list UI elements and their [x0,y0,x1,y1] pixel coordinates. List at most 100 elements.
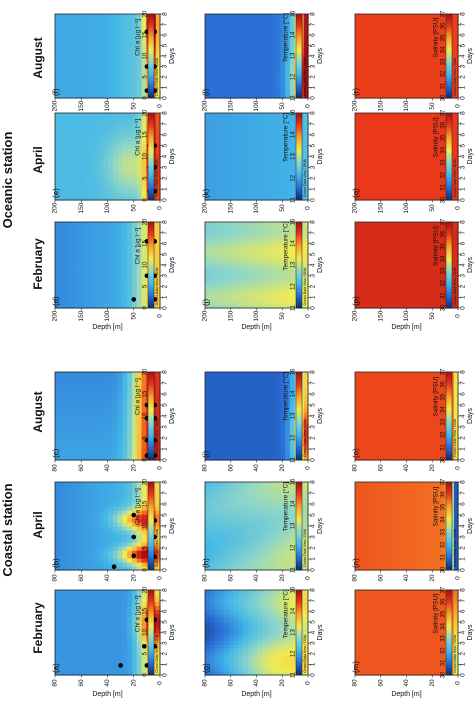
heatmap-cell [121,128,128,134]
heatmap-cell [121,94,128,99]
heatmap-cell [88,624,94,630]
heatmap-cell [233,276,239,282]
heatmap-cell [256,400,262,405]
heatmap-cell [78,25,85,30]
heatmap-cell [102,546,109,551]
heatmap-cell [126,530,132,535]
heatmap-cell [74,14,80,19]
heatmap-cell [78,632,85,637]
heatmap-cell [247,276,253,282]
heatmap-cell [256,534,262,539]
heatmap-cell [219,605,225,610]
heatmap-cell [102,436,109,441]
heatmap-cell [265,292,272,297]
heatmap-cell [155,188,161,193]
heatmap-cell [78,655,85,661]
heatmap-cell [64,116,70,122]
heatmap-cell [117,534,123,539]
heatmap-cell [209,432,215,437]
heatmap-cell [261,593,267,599]
heatmap-cell [242,268,248,274]
heatmap-cell [131,52,137,57]
heatmap-cell [140,593,147,599]
heatmap-cell [83,562,90,567]
heatmap-cell [270,663,276,668]
heatmap-cell [112,59,118,65]
heatmap-cell [155,120,161,126]
heatmap-cell [289,593,295,599]
heatmap-cell [275,300,281,305]
heatmap-cell [209,424,215,429]
heatmap-cell [237,376,244,381]
heatmap-cell [121,148,128,154]
heatmap-cell [289,620,295,626]
heatmap-cell [83,272,90,278]
heatmap-cell [74,601,80,607]
heatmap-cell [102,237,109,243]
heatmap-cell [121,25,128,30]
heatmap-cell [219,296,225,301]
heatmap-cell [265,486,272,491]
heatmap-cell [117,265,123,270]
heatmap-cell [59,29,66,34]
heatmap-cell [93,538,99,543]
heatmap-cell [140,222,147,227]
heatmap-cell [265,440,272,445]
heatmap-cell [78,424,85,429]
heatmap-cell [136,257,142,262]
heatmap-cell [78,188,85,193]
heatmap-cell [74,86,80,91]
heatmap-cell [107,420,113,425]
month-label-oceanic-april: April [31,146,45,173]
day-tick-label: 7 [162,598,169,602]
heatmap-cell [214,546,220,551]
heatmap-cell [117,597,123,603]
heatmap-cell [136,671,142,676]
heatmap-cell [59,534,66,539]
heatmap-cell [97,265,104,270]
heatmap-cell [69,388,75,393]
heatmap-cell [251,396,258,401]
heatmap-cell [78,67,85,72]
heatmap-cell [121,593,128,599]
heatmap-cell [126,71,132,76]
heatmap-cell [102,538,109,543]
heatmap-cell [83,510,90,515]
month-label-oceanic-august: August [31,37,45,78]
heatmap-cell [74,486,80,491]
heatmap-cell [55,56,61,61]
heatmap-cell [121,229,128,235]
heatmap-cell [140,288,147,293]
heatmap-cell [69,164,75,169]
heatmap-cell [237,663,244,668]
heatmap-cell [55,490,61,495]
heatmap-cell [88,94,94,99]
heatmap-cell [242,420,248,425]
heatmap-cell [74,148,80,154]
heatmap-cell [83,249,90,254]
heatmap-cell [126,428,132,433]
heatmap-cell [233,420,239,425]
heatmap-cell [88,506,94,511]
heatmap-cell [102,196,109,201]
colorbar-tick-label: 20 [143,478,149,485]
heatmap-cell [112,647,118,653]
credit-label: Ocean Data View / DIVA [303,528,307,567]
panel-h: 012345678Days020406080(h)1614131211Tempe… [202,478,324,582]
heatmap-cell [275,400,281,405]
heatmap-cell [136,376,142,381]
heatmap-cell [112,659,118,665]
heatmap-cell [117,436,123,441]
heatmap-cell [265,376,272,381]
heatmap-cell [78,416,85,421]
heatmap-cell [136,52,142,57]
heatmap-cell [121,597,128,603]
heatmap-cell [59,56,66,61]
heatmap-cell [88,172,94,177]
colorbar-tick-label: 11 [291,566,297,573]
heatmap-cell [242,292,248,297]
heatmap-cell [270,510,276,515]
heatmap-cell [265,510,272,515]
heatmap-cell [121,184,128,189]
